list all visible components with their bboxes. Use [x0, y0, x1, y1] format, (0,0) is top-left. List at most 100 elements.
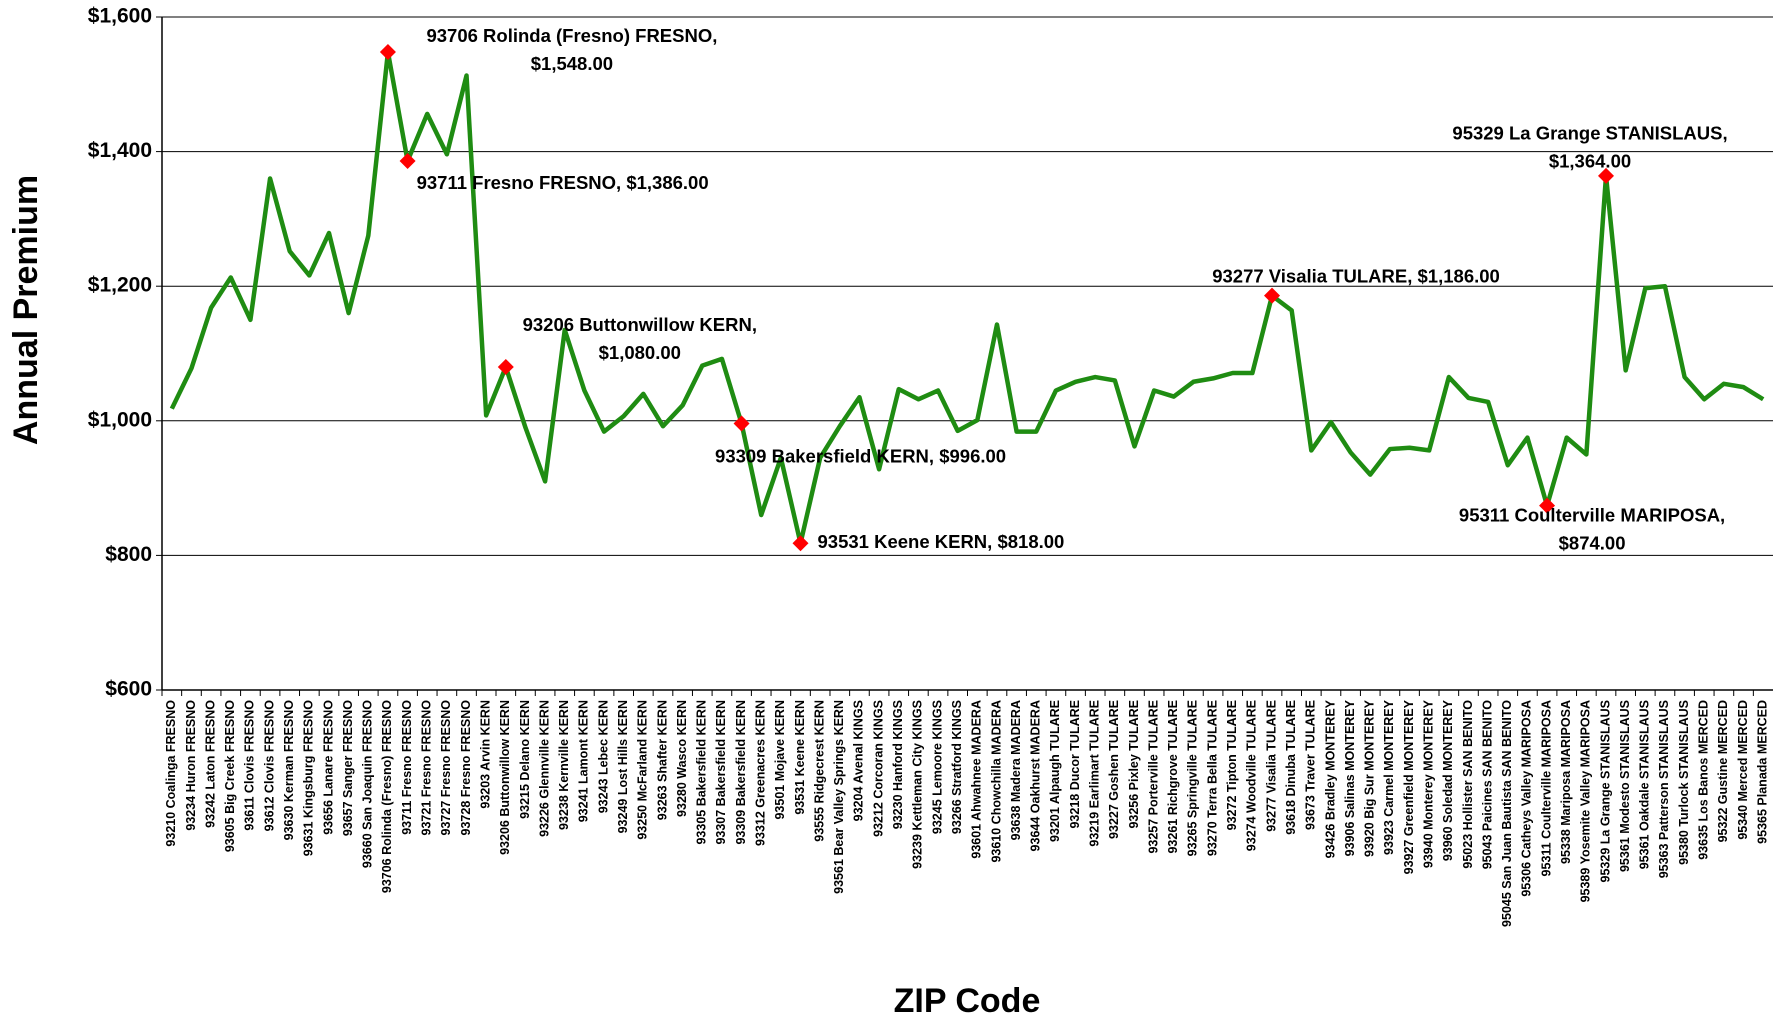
- x-tick-label: 93711 Fresno FRESNO: [400, 700, 414, 835]
- x-tick-label: 93940 Monterey MONTEREY: [1421, 699, 1435, 868]
- x-tick-label: 95322 Gustine MERCED: [1716, 700, 1730, 842]
- x-tick-label: 93673 Traver TULARE: [1304, 700, 1318, 830]
- x-tick-label: 93230 Hanford KINGS: [891, 700, 905, 829]
- x-tick-label: 93611 Clovis FRESNO: [243, 700, 257, 831]
- annotation: 93531 Keene KERN, $818.00: [818, 531, 1065, 552]
- x-tick-label: 93203 Arvin KERN: [478, 700, 492, 809]
- x-tick-label: 93618 Dinuba TULARE: [1284, 700, 1298, 835]
- x-tick-label: 93242 Laton FRESNO: [203, 700, 217, 828]
- x-tick-label: 95045 San Juan Bautista SAN BENITO: [1500, 700, 1514, 927]
- x-tick-label: 93277 Visalia TULARE: [1264, 700, 1278, 832]
- annotation: 93309 Bakersfield KERN, $996.00: [715, 445, 1006, 466]
- x-tick-label: 93250 McFarland KERN: [636, 700, 650, 840]
- x-tick-label: 93243 Lebec KERN: [596, 700, 610, 813]
- x-tick-label: 93219 Earlimart TULARE: [1087, 700, 1101, 847]
- x-tick-label: 95338 Mariposa MARIPOSA: [1559, 700, 1573, 864]
- x-tick-label: 93274 Woodville TULARE: [1245, 700, 1259, 851]
- highlight-marker: [379, 43, 396, 60]
- x-tick-label: 93201 Alpaugh TULARE: [1048, 700, 1062, 842]
- x-tick-label: 93656 Lanare FRESNO: [321, 700, 335, 835]
- x-tick-label: 93426 Bradley MONTEREY: [1323, 699, 1337, 858]
- x-tick-label: 93612 Clovis FRESNO: [262, 700, 276, 832]
- x-tick-label: 93307 Bakersfield KERN: [714, 700, 728, 845]
- x-tick-label: 95361 Modesto STANISLAUS: [1618, 700, 1632, 872]
- x-tick-label: 93215 Delano KERN: [518, 700, 532, 819]
- x-tick-label: 93630 Kerman FRESNO: [282, 700, 296, 841]
- x-tick-label: 93234 Huron FRESNO: [184, 700, 198, 831]
- annotation: 95311 Coulterville MARIPOSA,: [1459, 504, 1725, 525]
- annotation: 93706 Rolinda (Fresno) FRESNO,: [426, 25, 717, 46]
- x-tick-label: 93721 Fresno FRESNO: [420, 700, 434, 836]
- x-tick-label: 95363 Patterson STANISLAUS: [1657, 700, 1671, 878]
- highlight-marker: [399, 153, 416, 170]
- x-tick-label: 93245 Lemoore KINGS: [930, 700, 944, 834]
- x-tick-label: 93210 Coalinga FRESNO: [164, 700, 178, 847]
- x-tick-label: 93265 Springville TULARE: [1186, 700, 1200, 856]
- y-tick-label: $1,000: [88, 408, 152, 431]
- x-tick-label: 93605 Big Creek FRESNO: [223, 700, 237, 852]
- x-tick-label: 93727 Fresno FRESNO: [439, 700, 453, 836]
- x-tick-label: 93601 Ahwahnee MADERA: [970, 700, 984, 859]
- x-tick-label: 93312 Greenacres KERN: [754, 700, 768, 846]
- x-tick-label: 93261 Richgrove TULARE: [1166, 700, 1180, 854]
- x-tick-label: 93239 Kettleman City KINGS: [911, 700, 925, 869]
- x-tick-label: 93920 Big Sur MONTEREY: [1363, 699, 1377, 857]
- annotation: $1,548.00: [531, 53, 613, 74]
- y-tick-label: $1,200: [88, 274, 152, 297]
- x-tick-label: 93280 Wasco KERN: [675, 700, 689, 817]
- annotation: 95329 La Grange STANISLAUS,: [1452, 123, 1727, 144]
- x-tick-label: 93226 Glennville KERN: [537, 700, 551, 837]
- x-tick-label: 93270 Terra Bella TULARE: [1205, 700, 1219, 856]
- x-tick-label: 93263 Shafter KERN: [655, 700, 669, 820]
- highlight-marker: [1539, 497, 1556, 514]
- x-tick-label: 93927 Greenfield MONTEREY: [1402, 699, 1416, 874]
- x-tick-label: 93227 Goshen TULARE: [1107, 700, 1121, 839]
- x-tick-label: 93309 Bakersfield KERN: [734, 700, 748, 845]
- x-tick-label: 93218 Ducor TULARE: [1068, 700, 1082, 829]
- x-tick-label: 93906 Salinas MONTEREY: [1343, 699, 1357, 856]
- annotation: $1,080.00: [599, 342, 681, 363]
- x-tick-label: 93728 Fresno FRESNO: [459, 700, 473, 836]
- x-tick-label: 93555 Ridgecrest KERN: [812, 700, 826, 842]
- annotation: 93277 Visalia TULARE, $1,186.00: [1212, 266, 1500, 287]
- x-tick-label: 93660 San Joaquin FRESNO: [361, 700, 375, 868]
- x-tick-label: 95380 Turlock STANISLAUS: [1677, 700, 1691, 865]
- x-tick-label: 95365 Planada MERCED: [1755, 700, 1769, 844]
- y-tick-label: $1,400: [88, 139, 152, 162]
- annotation: $874.00: [1559, 532, 1626, 553]
- highlight-marker: [733, 415, 750, 432]
- annotation: $1,364.00: [1549, 151, 1631, 172]
- highlight-marker: [1264, 287, 1281, 304]
- highlight-marker: [792, 535, 809, 552]
- x-tick-label: 93531 Keene KERN: [793, 700, 807, 815]
- annotation: 93206 Buttonwillow KERN,: [523, 314, 757, 335]
- y-tick-label: $800: [105, 543, 152, 566]
- x-tick-label: 95361 Oakdale STANISLAUS: [1638, 700, 1652, 869]
- x-tick-label: 93610 Chowchilla MADERA: [989, 700, 1003, 863]
- x-tick-label: 93960 Soledad MONTEREY: [1441, 699, 1455, 861]
- data-line: [169, 49, 1765, 546]
- x-tick-label: 95329 La Grange STANISLAUS: [1598, 700, 1612, 882]
- x-tick-label: 95306 Catheys Valley MARIPOSA: [1520, 700, 1534, 897]
- x-tick-label: 93635 Los Banos MERCED: [1697, 700, 1711, 860]
- x-tick-label: 93241 Lamont KERN: [577, 700, 591, 822]
- x-tick-label: 95043 Paicines SAN BENITO: [1480, 700, 1494, 870]
- x-tick-label: 95023 Hollister SAN BENITO: [1461, 700, 1475, 869]
- x-tick-label: 93923 Carmel MONTEREY: [1382, 699, 1396, 855]
- x-tick-label: 93256 Pixley TULARE: [1127, 700, 1141, 829]
- x-tick-label: 93644 Oakhurst MADERA: [1029, 700, 1043, 851]
- y-tick-label: $600: [105, 678, 152, 701]
- x-tick-label: 93501 Mojave KERN: [773, 700, 787, 820]
- highlight-marker: [1598, 167, 1615, 184]
- x-tick-label: 93238 Kernville KERN: [557, 700, 571, 830]
- x-tick-label: 93249 Lost Hills KERN: [616, 700, 630, 833]
- x-tick-label: 95389 Yosemite Valley MARIPOSA: [1579, 700, 1593, 902]
- x-tick-label: 93266 Stratford KINGS: [950, 700, 964, 834]
- x-tick-label: 93272 Tipton TULARE: [1225, 700, 1239, 830]
- y-tick-label: $1,600: [88, 5, 152, 28]
- y-axis-title: Annual Premium: [7, 175, 45, 445]
- annotation: 93711 Fresno FRESNO, $1,386.00: [417, 172, 709, 193]
- x-axis-title: ZIP Code: [894, 982, 1041, 1020]
- x-tick-label: 93706 Rolinda (Fresno) FRESNO: [380, 700, 394, 893]
